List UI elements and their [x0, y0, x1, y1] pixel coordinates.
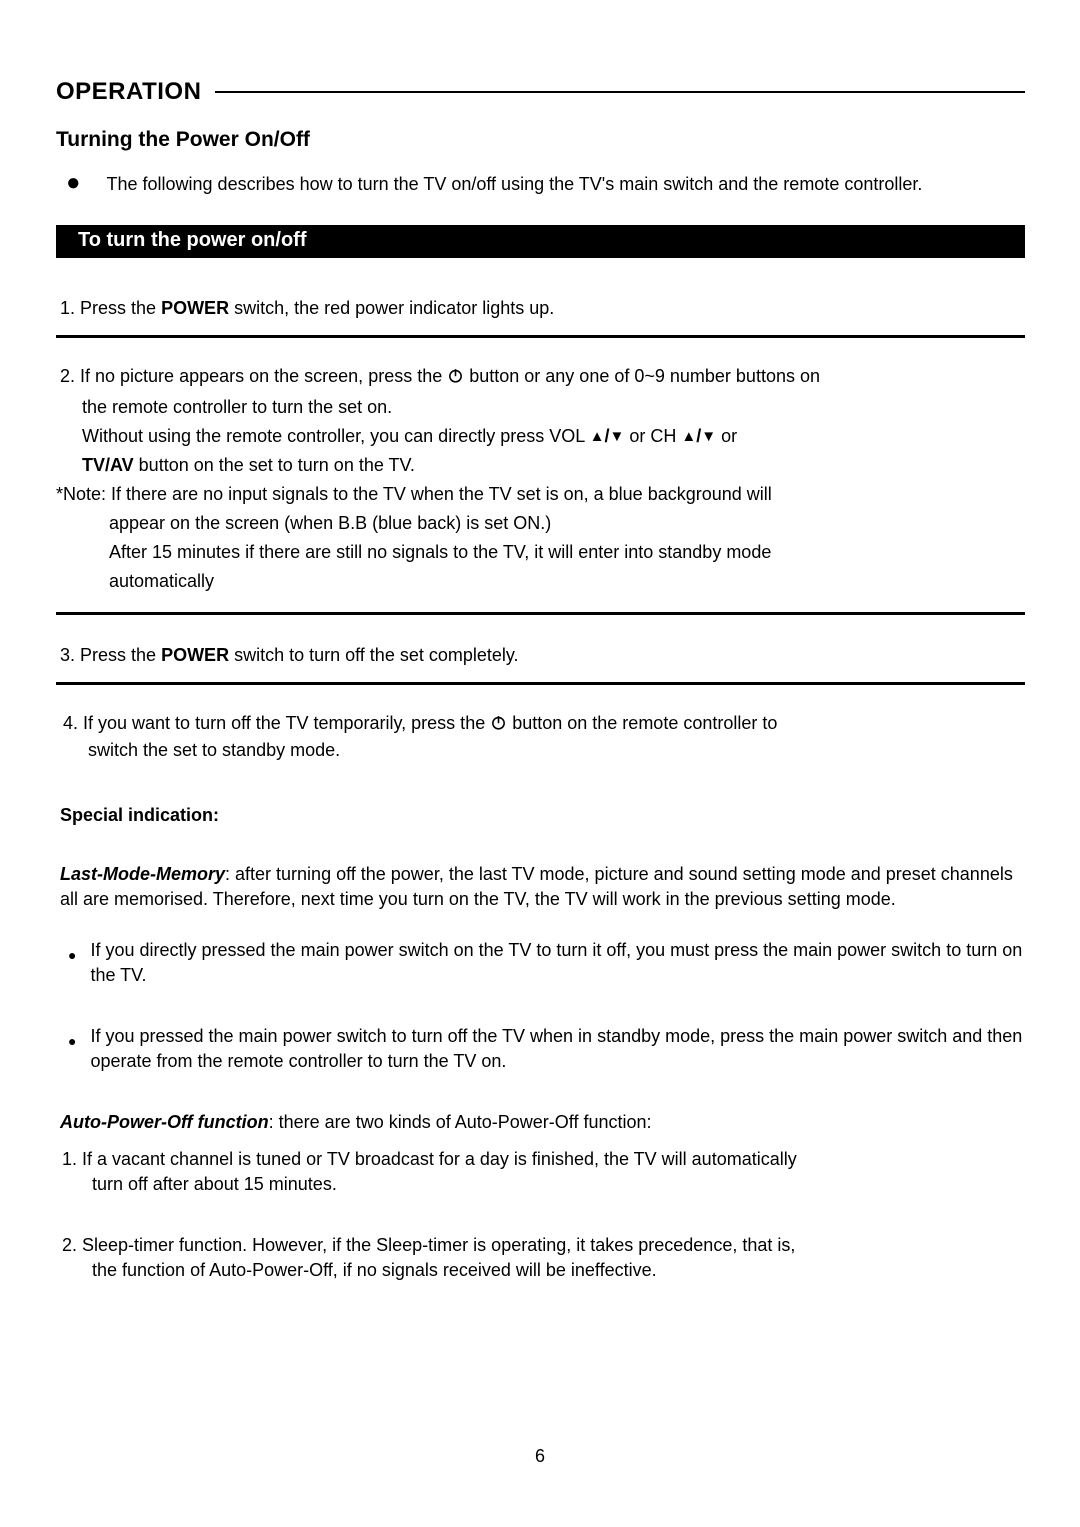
- apo2-l2: the function of Auto-Power-Off, if no si…: [62, 1258, 1025, 1283]
- apo1-l1: 1. If a vacant channel is tuned or TV br…: [62, 1147, 1025, 1172]
- special-indication-heading: Special indication:: [56, 805, 1025, 826]
- power-icon: [490, 713, 507, 738]
- sb2-text: If you pressed the main power switch to …: [90, 1024, 1025, 1074]
- lmm-label: Last-Mode-Memory: [60, 864, 225, 884]
- step2-l3-c: or: [716, 426, 737, 446]
- step-2-line4: TV/AV button on the set to turn on the T…: [56, 453, 1025, 478]
- step2-l3-b: or CH: [624, 426, 681, 446]
- step2-l4-b: button on the set to turn on the TV.: [134, 455, 415, 475]
- step1-power-label: POWER: [161, 298, 229, 318]
- step4-l1-b: button on the remote controller to: [507, 713, 777, 733]
- triangle-down-icon: ▼: [609, 424, 624, 449]
- triangle-up-icon: ▲: [590, 424, 605, 449]
- auto-power-off-block: Auto-Power-Off function: there are two k…: [56, 1110, 1025, 1135]
- step-2-line2: the remote controller to turn the set on…: [56, 395, 1025, 420]
- step3-a: 3. Press the: [60, 645, 161, 665]
- bullet-item-2: ● If you pressed the main power switch t…: [56, 1024, 1025, 1074]
- step2-tvav-label: TV/AV: [82, 455, 134, 475]
- step-4-line2: switch the set to standby mode.: [56, 738, 1025, 763]
- note-l4: automatically: [56, 569, 1025, 594]
- note-l2: appear on the screen (when B.B (blue bac…: [56, 511, 1025, 536]
- section-header: OPERATION: [56, 78, 1025, 106]
- apo1-l2: turn off after about 15 minutes.: [62, 1172, 1025, 1197]
- step-3: 3. Press the POWER switch to turn off th…: [56, 643, 1025, 668]
- step2-l1-a: 2. If no picture appears on the screen, …: [60, 366, 447, 386]
- step2-l1-b: button or any one of 0~9 number buttons …: [464, 366, 820, 386]
- step4-l1-a: 4. If you want to turn off the TV tempor…: [63, 713, 490, 733]
- subtitle: Turning the Power On/Off: [56, 128, 1025, 152]
- note-l1: *Note: If there are no input signals to …: [56, 482, 1025, 507]
- bullet-icon: ●: [68, 943, 76, 968]
- black-bar-heading: To turn the power on/off: [56, 225, 1025, 258]
- step1-a: 1. Press the: [60, 298, 161, 318]
- sb1-text: If you directly pressed the main power s…: [90, 938, 1025, 988]
- section-title: OPERATION: [56, 78, 201, 106]
- note-l3: After 15 minutes if there are still no s…: [56, 540, 1025, 565]
- step-1: 1. Press the POWER switch, the red power…: [56, 296, 1025, 321]
- divider: [56, 335, 1025, 338]
- section-rule: [215, 91, 1025, 93]
- step-4-line1: 4. If you want to turn off the TV tempor…: [56, 711, 1025, 738]
- triangle-up-icon: ▲: [681, 424, 696, 449]
- step3-b: switch to turn off the set completely.: [229, 645, 518, 665]
- step2-l3-a: Without using the remote controller, you…: [82, 426, 590, 446]
- apo-text: : there are two kinds of Auto-Power-Off …: [269, 1112, 652, 1132]
- page-number: 6: [0, 1446, 1080, 1467]
- apo2-l1: 2. Sleep-timer function. However, if the…: [62, 1233, 1025, 1258]
- step-2-line3: Without using the remote controller, you…: [56, 424, 1025, 449]
- apo-item-1: 1. If a vacant channel is tuned or TV br…: [56, 1147, 1025, 1197]
- power-icon: [447, 366, 464, 391]
- bullet-icon: ●: [68, 1029, 76, 1054]
- divider: [56, 682, 1025, 685]
- step3-power-label: POWER: [161, 645, 229, 665]
- bullet-item-1: ● If you directly pressed the main power…: [56, 938, 1025, 988]
- last-mode-memory-block: Last-Mode-Memory: after turning off the …: [56, 862, 1025, 912]
- divider: [56, 612, 1025, 615]
- apo-label: Auto-Power-Off function: [60, 1112, 269, 1132]
- apo-item-2: 2. Sleep-timer function. However, if the…: [56, 1233, 1025, 1283]
- bullet-icon: ●: [66, 174, 81, 192]
- step-2-line1: 2. If no picture appears on the screen, …: [56, 364, 1025, 391]
- intro-text: The following describes how to turn the …: [107, 172, 923, 197]
- step1-b: switch, the red power indicator lights u…: [229, 298, 554, 318]
- note-block: *Note: If there are no input signals to …: [56, 482, 1025, 594]
- intro-row: ● The following describes how to turn th…: [56, 172, 1025, 197]
- triangle-down-icon: ▼: [701, 424, 716, 449]
